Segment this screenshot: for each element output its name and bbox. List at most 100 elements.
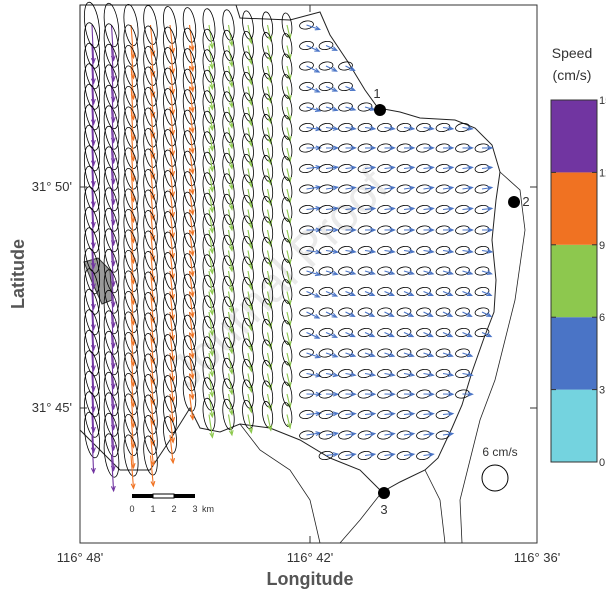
- vector-head: [427, 291, 434, 296]
- current-vector: [208, 127, 213, 151]
- vector-head: [350, 452, 357, 458]
- current-vector: [91, 352, 95, 391]
- current-vector: [286, 188, 291, 203]
- tidal-ellipse: [143, 169, 158, 209]
- tidal-ellipse: [377, 348, 392, 358]
- current-vector: [384, 372, 395, 376]
- vector-head: [150, 255, 156, 262]
- vector-head: [467, 145, 474, 151]
- current-vector: [325, 412, 338, 416]
- vector-head: [189, 168, 195, 175]
- tidal-ellipse: [318, 368, 334, 379]
- tidal-ellipse: [338, 327, 353, 338]
- vector-head: [286, 422, 292, 430]
- vector-head: [332, 352, 339, 358]
- current-vector: [266, 414, 272, 431]
- vector-head: [267, 363, 273, 371]
- tidal-ellipse: [103, 228, 120, 273]
- current-vector: [110, 147, 115, 184]
- tidal-ellipse: [123, 311, 139, 354]
- vector-head: [389, 411, 396, 417]
- vector-head: [448, 227, 455, 233]
- tidal-ellipse: [123, 270, 139, 313]
- current-vector: [345, 85, 355, 91]
- current-vector: [130, 393, 135, 427]
- tidal-ellipse: [299, 143, 314, 153]
- current-vector: [403, 166, 414, 170]
- tidal-ellipse: [143, 210, 158, 250]
- tidal-ellipse: [242, 256, 254, 286]
- vector-head: [350, 106, 357, 111]
- current-vector: [110, 209, 115, 245]
- vector-head: [369, 431, 377, 437]
- vector-head: [228, 40, 234, 47]
- tidal-ellipse: [103, 289, 120, 335]
- current-vector: [169, 147, 174, 176]
- tidal-ellipse: [83, 391, 101, 438]
- vector-head: [407, 312, 415, 317]
- vector-head: [209, 42, 215, 50]
- tidal-ellipse: [318, 61, 334, 71]
- vector-head: [486, 206, 494, 212]
- current-vector: [423, 453, 434, 457]
- current-vector: [149, 168, 154, 199]
- current-vector: [110, 455, 115, 491]
- vector-head: [370, 227, 377, 233]
- vector-head: [189, 229, 195, 237]
- vector-head: [408, 248, 416, 254]
- current-vector: [110, 352, 115, 389]
- vector-head: [409, 411, 416, 417]
- vector-head: [332, 126, 340, 131]
- tidal-ellipse: [299, 245, 314, 256]
- vector-head: [350, 227, 357, 233]
- vector-head: [428, 411, 435, 417]
- current-vector: [91, 106, 95, 145]
- current-vector: [423, 270, 434, 275]
- current-vector: [208, 291, 213, 315]
- current-vector: [462, 186, 473, 190]
- tidal-ellipse: [83, 227, 101, 274]
- tidal-ellipse: [318, 286, 334, 297]
- tidal-ellipse: [474, 245, 490, 256]
- current-vector: [462, 270, 473, 275]
- current-vector: [91, 270, 95, 309]
- current-vector: [208, 168, 213, 192]
- tidal-ellipse: [242, 174, 254, 204]
- tidal-ellipse: [83, 22, 101, 69]
- current-vector: [227, 188, 233, 210]
- tidal-ellipse: [318, 307, 334, 317]
- vector-head: [332, 185, 340, 191]
- current-vector: [364, 331, 375, 338]
- vector-head: [267, 56, 273, 63]
- current-vector: [208, 86, 213, 110]
- vector-head: [409, 391, 416, 397]
- tidal-ellipse: [242, 194, 254, 225]
- frame-ticks: [80, 5, 537, 543]
- scale-bar-label: 2: [171, 504, 176, 514]
- tidal-ellipse: [143, 66, 158, 107]
- tidal-ellipse: [242, 10, 254, 40]
- current-vector: [481, 249, 492, 253]
- vector-head: [189, 291, 195, 298]
- tidal-ellipse: [435, 307, 451, 317]
- current-vector: [442, 270, 453, 275]
- vector-head: [209, 350, 215, 357]
- tidal-ellipse: [143, 46, 158, 86]
- vector-head: [428, 165, 435, 171]
- vector-head: [369, 165, 377, 171]
- tidal-ellipse: [103, 43, 120, 89]
- vector-head: [448, 145, 455, 151]
- current-vector: [442, 290, 453, 296]
- current-vector: [306, 290, 320, 298]
- vector-head: [189, 86, 195, 93]
- current-vector: [325, 290, 338, 297]
- scale-bar: [132, 493, 195, 499]
- current-vector: [169, 106, 174, 135]
- vector-head: [389, 270, 396, 275]
- current-vector: [345, 311, 355, 317]
- current-vector: [169, 352, 174, 381]
- vector-head: [267, 35, 273, 43]
- tidal-ellipse: [123, 106, 139, 149]
- current-vector: [403, 432, 414, 436]
- vector-head: [447, 185, 455, 191]
